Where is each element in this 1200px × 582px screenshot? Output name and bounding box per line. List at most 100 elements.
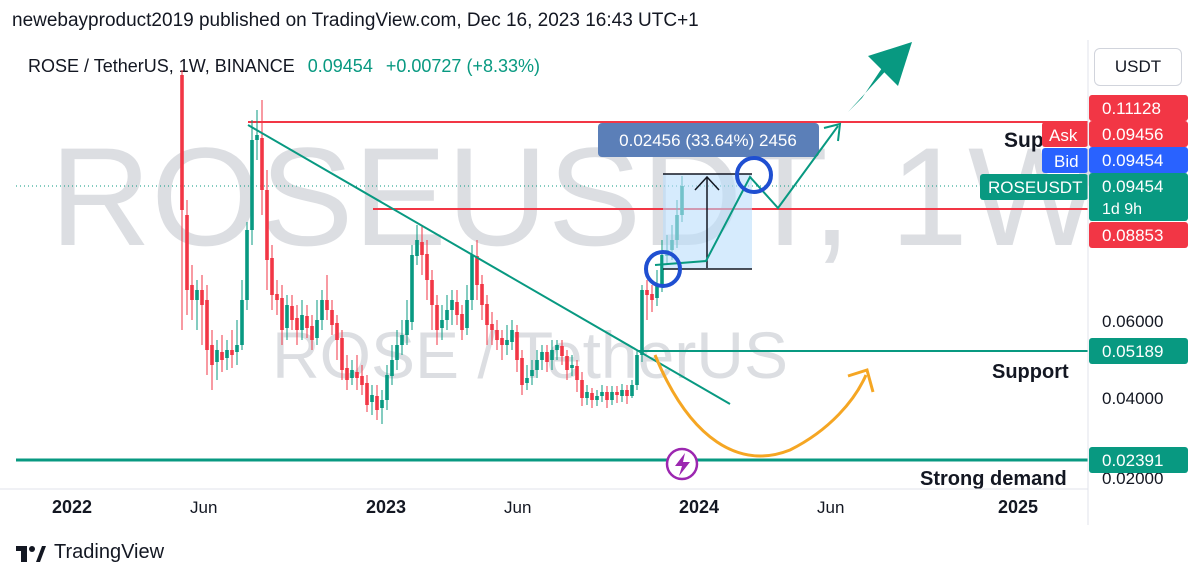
- orange-curve-arrow[interactable]: [653, 354, 868, 458]
- candle-body: [570, 365, 574, 368]
- candle-body: [340, 338, 344, 370]
- candle-body: [405, 320, 409, 335]
- candle-body: [660, 255, 664, 285]
- symbol-name: ROSE / TetherUS, 1W, BINANCE: [28, 56, 295, 76]
- candle-body: [290, 306, 294, 320]
- lightning-bolt-icon: [675, 453, 690, 476]
- price-tag-current: ROSEUSDT 0.09454 1d 9h: [980, 173, 1188, 221]
- price-tag-value: 0.09454: [1102, 177, 1163, 196]
- candle-body: [545, 352, 549, 362]
- price-tag-label: Bid: [1054, 152, 1079, 171]
- price-tag-ask: Ask 0.09456: [1042, 121, 1188, 147]
- candle-body: [320, 300, 324, 320]
- price-tag-label: Ask: [1049, 126, 1078, 145]
- price-tag-strong-demand: 0.02391: [1089, 447, 1188, 473]
- candle-body: [580, 380, 584, 398]
- candle-body: [520, 358, 524, 385]
- candle-body: [350, 370, 354, 378]
- x-tick-label: Jun: [817, 498, 844, 517]
- price-tag-value: 0.05189: [1102, 342, 1163, 361]
- price-tag-value: 0.08853: [1102, 226, 1163, 245]
- candle-body: [445, 310, 449, 320]
- candle-body: [505, 340, 509, 345]
- currency-button[interactable]: USDT: [1094, 48, 1182, 86]
- symbol-price: 0.09454: [307, 56, 373, 76]
- candle-body: [455, 302, 459, 315]
- candle-body: [250, 140, 254, 230]
- candle-body: [510, 330, 514, 342]
- symbol-change: +0.00727 (+8.33%): [385, 56, 540, 76]
- candle-body: [385, 375, 389, 400]
- x-tick-label: 2023: [366, 497, 406, 517]
- candle-body: [370, 395, 374, 402]
- candle-body: [645, 290, 649, 295]
- marker-circle-high[interactable]: [735, 156, 773, 194]
- measure-label: 0.02456 (33.64%) 2456: [619, 131, 797, 150]
- x-tick-label: Jun: [190, 498, 217, 517]
- watermark-main: ROSEUSDT, 1W: [50, 118, 1100, 275]
- candle-body: [345, 368, 349, 380]
- candle-body: [280, 298, 284, 330]
- x-tick-label: Jun: [504, 498, 531, 517]
- measure-label-bg: [598, 123, 819, 157]
- price-tag-value: 0.09454: [1102, 151, 1163, 170]
- price-chart[interactable]: ROSEUSDT, 1W ROSE / TetherUS 0.02456 (33…: [0, 0, 1200, 540]
- candle-body: [515, 332, 519, 360]
- candle-body: [440, 320, 444, 328]
- candle-body: [185, 215, 189, 290]
- candle-body: [255, 135, 259, 140]
- candle-body: [435, 305, 439, 330]
- candle-body: [200, 290, 204, 305]
- candle-body: [260, 138, 264, 190]
- candle-body: [640, 290, 644, 355]
- symbol-legend[interactable]: ROSE / TetherUS, 1W, BINANCE 0.09454 +0.…: [28, 56, 540, 77]
- y-tick-label: 0.04000: [1102, 389, 1163, 408]
- x-tick-label: 2025: [998, 497, 1038, 517]
- x-tick-label: 2022: [52, 497, 92, 517]
- candle-body: [295, 318, 299, 330]
- publisher-line: newebayproduct2019 published on TradingV…: [12, 10, 699, 31]
- x-tick-label: 2024: [679, 497, 719, 517]
- candle-body: [525, 378, 529, 383]
- price-tag-resistance-top: 0.11128: [1089, 95, 1188, 121]
- candle-body: [180, 75, 184, 210]
- candle-body: [560, 346, 564, 356]
- candle-body: [220, 352, 224, 360]
- price-tag-label: ROSEUSDT: [988, 178, 1082, 197]
- price-tag-value: 0.11128: [1102, 99, 1161, 118]
- projection-path[interactable]: [654, 125, 839, 266]
- candle-body: [500, 338, 504, 345]
- candle-body: [240, 300, 244, 345]
- candle-body: [595, 396, 599, 400]
- candle-body: [215, 350, 219, 362]
- candle-body: [305, 316, 309, 328]
- candle-body: [195, 290, 199, 300]
- measure-arrow-head: [694, 175, 720, 191]
- candle-body: [630, 385, 634, 396]
- candle-body: [380, 400, 384, 408]
- candle-body: [530, 370, 534, 376]
- annotation-support: Support: [992, 361, 1069, 383]
- tradingview-logo-icon: [16, 545, 46, 562]
- candle-body: [485, 304, 489, 325]
- candle-body: [540, 352, 544, 360]
- marker-circle-low[interactable]: [644, 250, 682, 288]
- candle-body: [300, 315, 304, 330]
- candle-body: [400, 335, 404, 345]
- candle-body: [310, 326, 314, 340]
- candle-body: [420, 242, 424, 255]
- candle-body: [325, 300, 329, 310]
- candle-body: [610, 392, 614, 400]
- descending-trendline[interactable]: [247, 124, 731, 405]
- candle-body: [565, 356, 569, 370]
- candle-body: [275, 294, 279, 300]
- candle-body: [210, 345, 214, 365]
- candle-body: [285, 305, 289, 328]
- tradingview-logo[interactable]: TradingView: [16, 541, 164, 564]
- candle-body: [355, 372, 359, 378]
- candle-body: [535, 360, 539, 370]
- candle-body: [410, 255, 414, 322]
- candle-body: [230, 350, 234, 355]
- candle-body: [335, 323, 339, 340]
- candle-body: [265, 190, 269, 260]
